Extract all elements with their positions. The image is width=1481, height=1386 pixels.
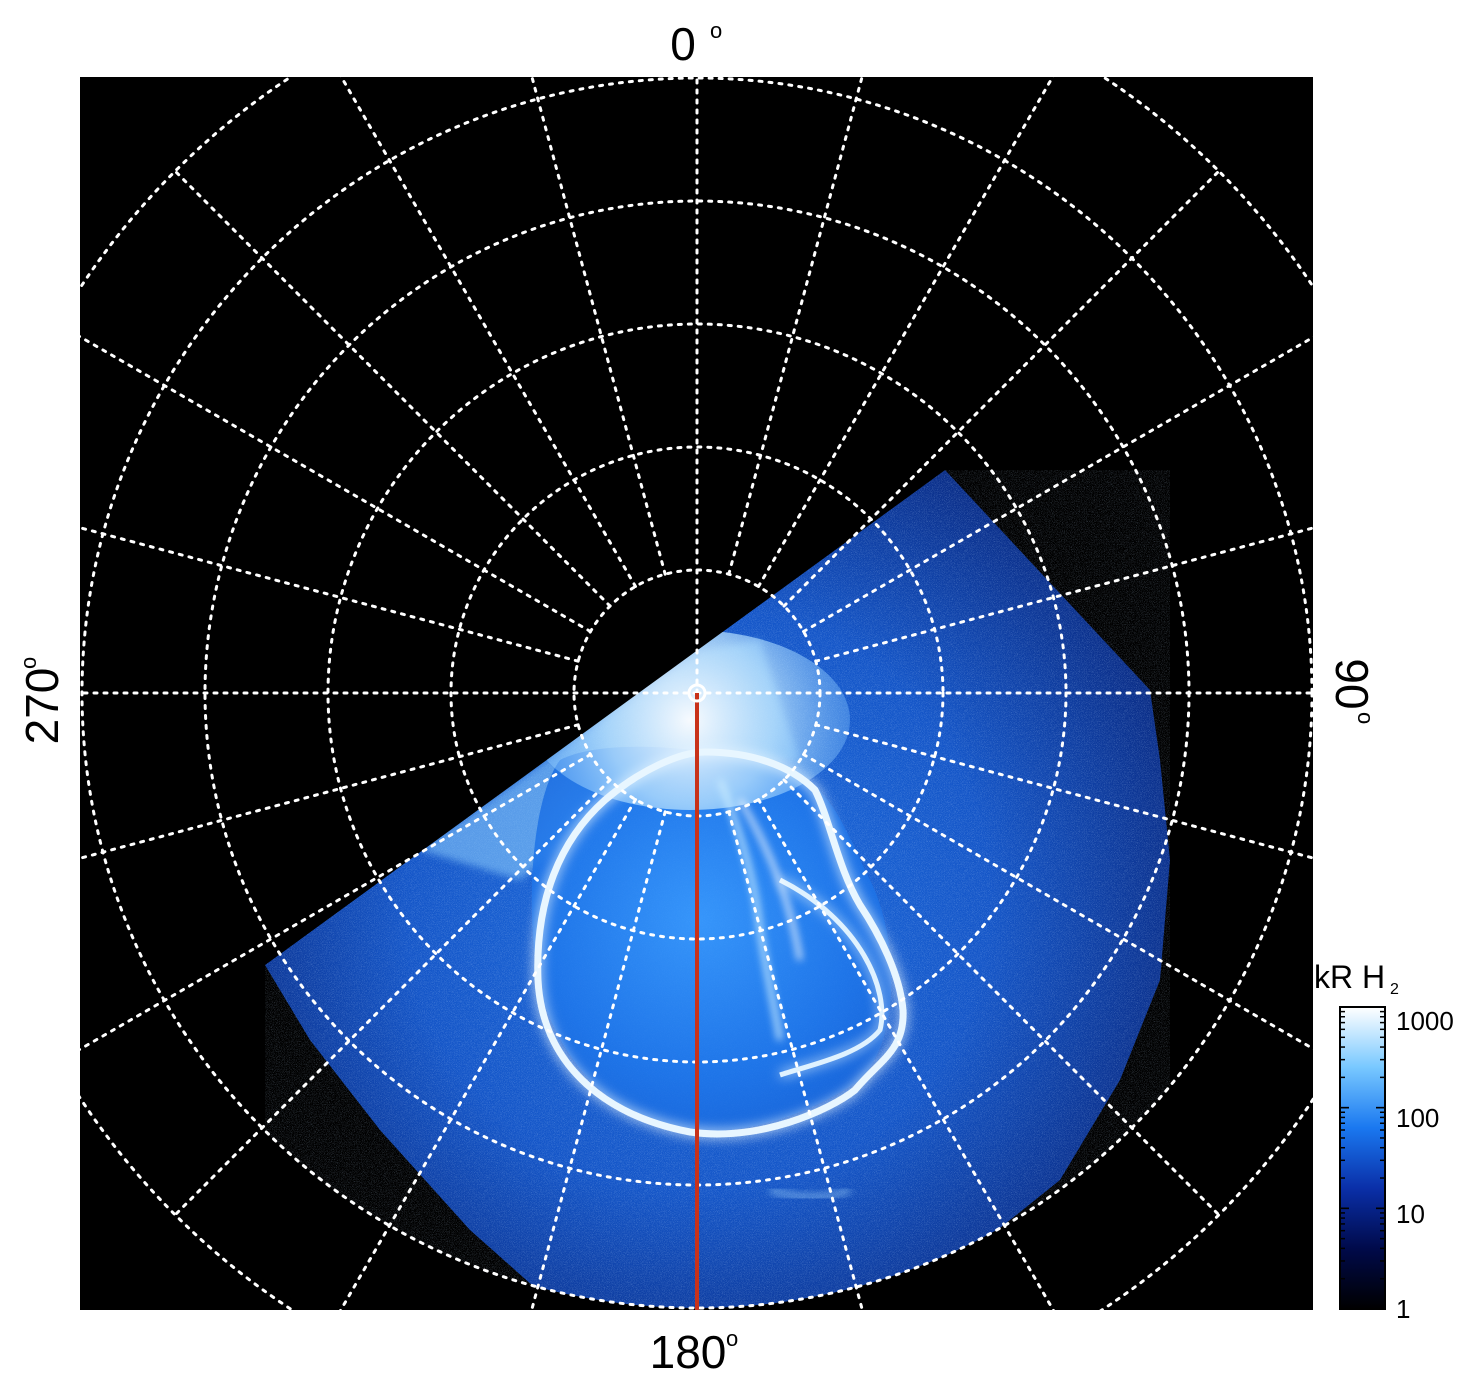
colorbar-label-10: 10 xyxy=(1396,1199,1425,1229)
meridian-line xyxy=(339,798,637,1310)
longitude-label-top: 0 o xyxy=(670,18,722,70)
meridian-line xyxy=(782,169,1221,608)
meridian-line xyxy=(80,753,592,1051)
svg-text:180: 180 xyxy=(650,1326,727,1378)
meridian-line xyxy=(782,778,1221,1217)
meridian-line xyxy=(80,335,592,633)
meridian-line xyxy=(530,810,667,1310)
meridian-line xyxy=(757,77,1055,588)
latitude-ring xyxy=(449,445,945,941)
svg-text:kR H: kR H xyxy=(1314,959,1385,995)
pole-marker xyxy=(687,683,707,703)
svg-text:o: o xyxy=(710,18,722,43)
meridian-line xyxy=(814,526,1313,663)
meridian-line xyxy=(814,723,1313,860)
svg-text:o: o xyxy=(726,1326,738,1351)
colorbar-ticks xyxy=(1340,1006,1385,1310)
equatorward-diffuse-arc xyxy=(769,1188,851,1199)
meridian-line xyxy=(173,169,612,608)
colorbar-label-1000: 1000 xyxy=(1396,1006,1454,1036)
colorbar-gradient xyxy=(1339,1006,1386,1310)
main-auroral-oval xyxy=(534,748,907,1138)
longitude-label-left: 270 o xyxy=(16,657,68,745)
meridian-line xyxy=(802,753,1313,1051)
auroral-emission-image xyxy=(82,78,1312,1308)
svg-text:2: 2 xyxy=(1390,981,1399,998)
meridian-line xyxy=(530,77,667,576)
latitude-ring xyxy=(80,77,1313,1310)
svg-text:0: 0 xyxy=(670,18,696,70)
meridian-line xyxy=(802,335,1313,633)
meridian-line xyxy=(727,810,864,1310)
meridian-line xyxy=(80,723,580,860)
colorbar-tick-labels: 1 10 100 1000 xyxy=(1396,1006,1454,1324)
meridian-line xyxy=(339,77,637,588)
svg-text:90: 90 xyxy=(1326,658,1378,709)
svg-text:270: 270 xyxy=(16,668,68,745)
meridian-line xyxy=(727,77,864,576)
svg-text:o: o xyxy=(1353,712,1378,724)
longitude-label-bottom: 180 o xyxy=(650,1326,739,1378)
meridian-line xyxy=(757,798,1055,1310)
colorbar-label-100: 100 xyxy=(1396,1103,1439,1133)
longitude-label-right: 90 o xyxy=(1326,658,1378,724)
meridian-line xyxy=(80,526,580,663)
secondary-arc xyxy=(778,877,885,1078)
svg-text:o: o xyxy=(16,657,41,669)
colorbar-label-1: 1 xyxy=(1396,1294,1410,1324)
colorbar-title: kR H 2 xyxy=(1314,959,1399,998)
polar-filament-2 xyxy=(737,798,803,961)
meridian-line xyxy=(173,778,612,1217)
